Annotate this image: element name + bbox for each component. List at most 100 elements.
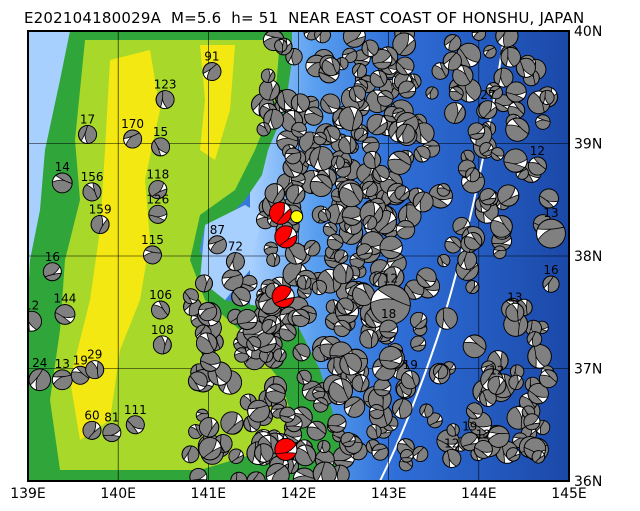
depth-label: 12 [530, 144, 545, 158]
beachball-icon [360, 231, 385, 256]
depth-label: 72 [228, 240, 243, 254]
beachball-icon [291, 121, 307, 138]
beachball-icon [523, 413, 541, 431]
beachball-icon [371, 443, 389, 461]
beachball-icon [318, 208, 332, 222]
beachball-icon [351, 374, 370, 393]
beachball-icon [490, 215, 513, 238]
beachball-icon [444, 236, 462, 254]
beachball-icon [294, 444, 317, 467]
beachball-icon [444, 102, 466, 124]
lon-tick-label: 140E [100, 486, 136, 502]
beachball-icon [341, 205, 363, 226]
depth-label: 12 [383, 272, 398, 286]
beachball-icon [284, 147, 302, 165]
beachball-icon [356, 243, 373, 260]
beachball-icon [372, 272, 388, 288]
beachball-icon [515, 57, 536, 78]
beachball-icon [363, 150, 382, 169]
beachball-icon [542, 275, 560, 293]
depth-label: 18 [381, 307, 396, 321]
beachball-icon [207, 235, 227, 255]
beachball-icon [508, 374, 524, 391]
depth-label: 16 [45, 250, 60, 264]
beachball-icon [435, 307, 458, 330]
beachball-icon [261, 319, 277, 335]
beachball-icon [462, 334, 487, 359]
beachball-icon [369, 69, 388, 88]
beachball-icon [338, 135, 357, 155]
beachball-icon [151, 137, 171, 157]
beachball-icon [465, 280, 480, 295]
beachball-icon [285, 184, 306, 205]
depth-label: 19 [462, 420, 477, 434]
beachball-icon [152, 335, 172, 355]
beachball-icon [359, 329, 379, 349]
beachball-icon [198, 437, 222, 461]
beachball-icon [28, 368, 52, 392]
beachball-icon [478, 100, 498, 120]
beachball-icon [395, 56, 415, 76]
depth-label: 115 [141, 233, 164, 247]
beachball-icon [155, 90, 175, 110]
beachball-icon [353, 127, 368, 142]
beachball-icon [240, 274, 258, 292]
beachball-icon [409, 311, 428, 330]
beachball-icon [332, 263, 354, 285]
beachball-icon [395, 123, 416, 144]
beachball-icon [338, 182, 364, 208]
depth-label: 108 [151, 323, 174, 337]
beachball-icon [321, 57, 341, 77]
beachball-icon [479, 142, 494, 157]
beachball-icon [387, 150, 412, 175]
beachball-icon [495, 31, 519, 48]
beachball-icon [489, 85, 503, 100]
beachball-icon [509, 364, 525, 379]
beachball-icon [340, 432, 356, 448]
beachball-icon [187, 371, 208, 392]
beachball-icon [265, 383, 286, 404]
beachball-icon [202, 62, 222, 81]
beachball-icon [292, 467, 316, 481]
beachball-icon [102, 423, 122, 443]
beachball-icon [228, 448, 244, 465]
beachball-icon [366, 113, 388, 136]
beachball-icon [336, 297, 354, 315]
target-beachball-icon [271, 285, 295, 308]
beachball-icon [413, 145, 431, 163]
lon-tick-label: 145E [551, 486, 587, 502]
lon-tick-label: 142E [281, 486, 317, 502]
beachball-icon [309, 174, 333, 197]
depth-label: 118 [146, 168, 169, 182]
beachball-icon [394, 185, 411, 201]
beachball-icon [377, 90, 394, 107]
beachball-icon [260, 68, 276, 84]
depth-label: 170 [121, 117, 144, 131]
beachball-icon [328, 378, 354, 403]
beachball-icon [309, 146, 334, 171]
beachball-icon [290, 93, 310, 113]
beachball-icon [264, 183, 286, 204]
beachball-icon [500, 46, 521, 68]
beachball-icon [432, 363, 449, 380]
beachball-icon [466, 402, 483, 420]
beachball-icon [410, 335, 427, 352]
beachball-icon [487, 375, 507, 395]
beachball-icon [362, 215, 378, 230]
axis-ticks: 139E 140E 141E 142E 143E 144E 145E 40N 39N 38N 37N… [10, 24, 602, 502]
beachball-icon [292, 343, 311, 362]
beachball-icon [258, 79, 281, 101]
sendai-bay [200, 205, 262, 300]
beachball-icon [391, 398, 413, 419]
lat-tick-label: 38N [574, 249, 602, 265]
target-mechanisms [268, 201, 304, 461]
depth-label: 19 [403, 358, 418, 372]
beachball-icon [473, 440, 493, 459]
beachball-icon [425, 86, 439, 100]
beachball-icon [82, 420, 102, 440]
beachball-icon [304, 106, 324, 126]
beachball-icon [505, 117, 530, 142]
beachball-icon [123, 129, 143, 149]
